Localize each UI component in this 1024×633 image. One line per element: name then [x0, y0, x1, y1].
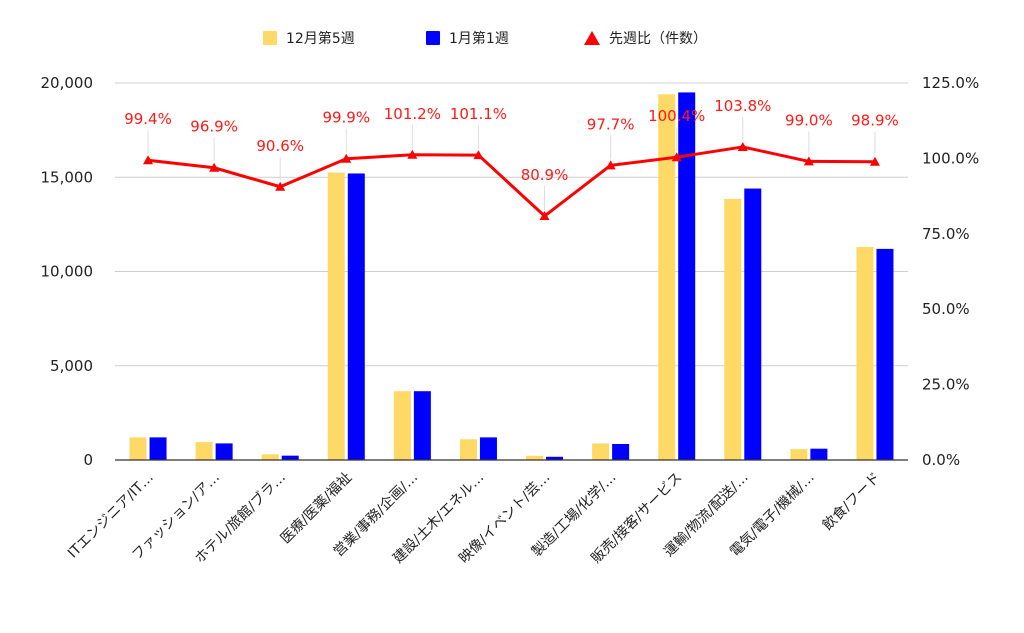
y-right-tick-label: 0.0% — [922, 451, 960, 469]
ratio-point-10 — [737, 141, 748, 151]
bars — [129, 92, 894, 461]
legend-label-dec-week5: 12月第5週 — [286, 30, 355, 47]
ratio-series-line — [147, 145, 875, 218]
y-left-tick-label: 20,000 — [41, 74, 94, 92]
ratio-point-6 — [473, 150, 484, 160]
bar-7-jan-week1 — [546, 456, 564, 460]
ratio-point-11 — [803, 156, 814, 166]
legend-swatch-dec-week5 — [263, 31, 277, 45]
bar-11-jan-week1 — [810, 448, 828, 460]
bar-5-jan-week1 — [413, 391, 431, 460]
ratio-data-label: 99.4% — [124, 110, 172, 128]
ratio-point-4 — [341, 153, 352, 163]
legend-label-jan-week1: 1月第1週 — [449, 30, 509, 47]
ratio-point-12 — [869, 156, 880, 166]
ratio-data-label: 100.4% — [648, 107, 705, 125]
axes: 0 5,000 10,000 15,000 20,000 0.0% 25.0% 50.0% 75… — [41, 74, 980, 567]
y-left-tick-label: 15,000 — [41, 168, 94, 186]
legend: 12月第5週 1月第1週 先週比（件数） — [263, 30, 707, 47]
category-label: 飲食/フード — [819, 469, 884, 534]
bar-4-jan-week1 — [347, 173, 365, 461]
y-right-tick-label: 50.0% — [922, 300, 970, 318]
bar-4-dec-week5 — [327, 172, 345, 460]
ratio-data-label: 97.7% — [587, 115, 635, 133]
ratio-point-7 — [539, 211, 550, 221]
bar-9-dec-week5 — [658, 94, 676, 460]
y-right-tick-label: 25.0% — [922, 376, 970, 394]
bar-3-jan-week1 — [281, 455, 299, 460]
bar-1-jan-week1 — [149, 437, 167, 460]
ratio-point-2 — [209, 162, 220, 172]
bar-5-dec-week5 — [393, 391, 411, 460]
ratio-data-label: 90.6% — [256, 137, 304, 155]
ratio-line: 99.4% 96.9% 90.6% 99.9% 101.2% 101.1% 80.9% 97.… — [124, 97, 899, 221]
bar-3-dec-week5 — [261, 454, 279, 460]
ratio-point-8 — [605, 160, 616, 170]
bar-11-dec-week5 — [790, 449, 808, 460]
ratio-data-label: 101.2% — [384, 105, 441, 123]
bar-10-jan-week1 — [744, 188, 762, 460]
bar-9-jan-week1 — [678, 92, 696, 461]
y-left-tick-label: 0 — [83, 451, 93, 469]
ratio-data-label: 103.8% — [714, 97, 771, 115]
ratio-point-1 — [143, 155, 154, 165]
bar-2-dec-week5 — [195, 442, 213, 460]
legend-label-ratio: 先週比（件数） — [609, 31, 707, 47]
legend-swatch-jan-week1 — [426, 31, 440, 45]
bar-1-dec-week5 — [129, 437, 147, 460]
bar-8-dec-week5 — [592, 443, 610, 460]
ratio-point-5 — [407, 149, 418, 159]
legend-marker-ratio — [584, 31, 600, 45]
y-left-tick-label: 5,000 — [50, 357, 93, 375]
bar-12-jan-week1 — [876, 248, 894, 460]
bar-12-dec-week5 — [856, 246, 874, 460]
bar-10-dec-week5 — [724, 198, 742, 461]
bar-2-jan-week1 — [215, 443, 233, 460]
ratio-data-label: 98.9% — [851, 112, 899, 130]
ratio-data-label: 99.0% — [785, 111, 833, 129]
y-right-tick-label: 125.0% — [922, 74, 979, 92]
ratio-data-label: 99.9% — [322, 109, 370, 127]
bar-8-jan-week1 — [612, 443, 630, 460]
y-right-tick-label: 75.0% — [922, 225, 970, 243]
bar-6-jan-week1 — [479, 437, 497, 460]
y-right-tick-label: 100.0% — [922, 149, 979, 167]
y-left-tick-label: 10,000 — [41, 263, 94, 281]
ratio-data-label: 80.9% — [521, 166, 569, 184]
ratio-point-3 — [275, 181, 286, 191]
ratio-data-label: 101.1% — [450, 105, 507, 123]
bar-7-dec-week5 — [526, 455, 544, 460]
bar-6-dec-week5 — [459, 439, 477, 460]
ratio-data-label: 96.9% — [190, 118, 238, 136]
ratio-point-9 — [671, 152, 682, 162]
